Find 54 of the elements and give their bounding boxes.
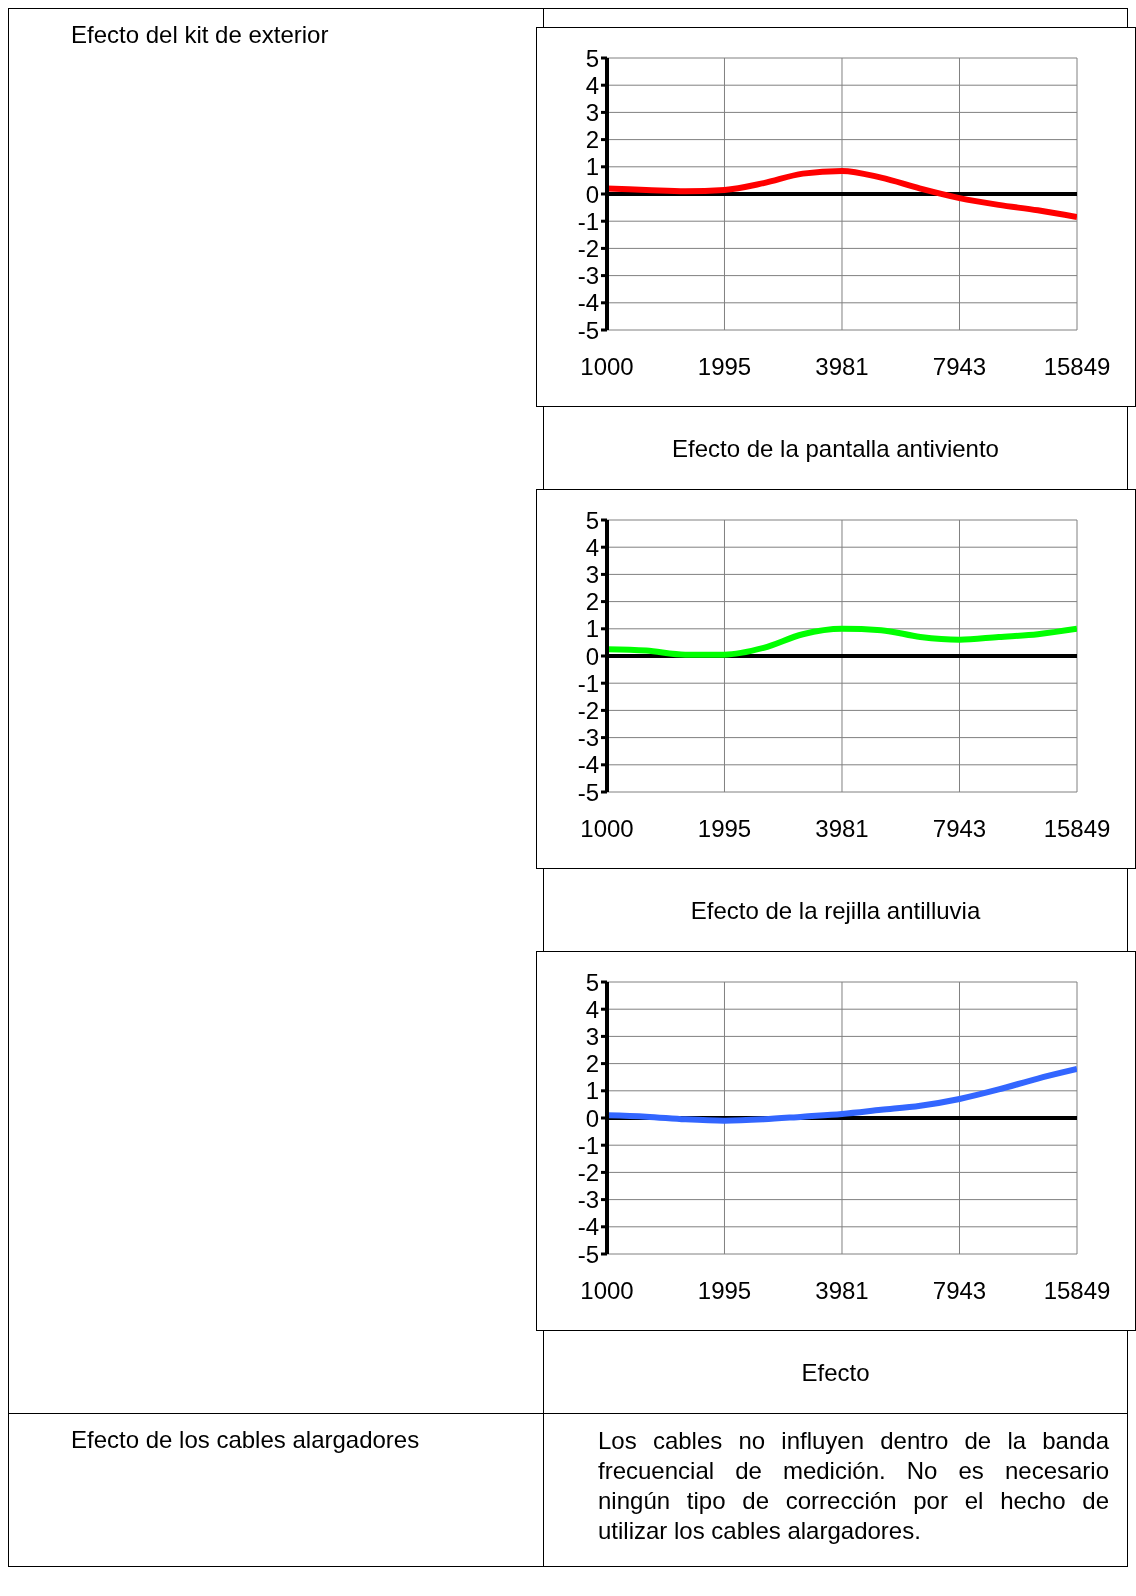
y-tick-label: 5 [585,44,599,72]
y-tick-label: 0 [585,642,599,670]
x-tick-label: 15849 [1043,815,1110,843]
y-tick-label: 1 [585,153,599,181]
text: Efecto de los cables alargadores [71,1426,421,1454]
y-tick-label: -4 [577,289,599,317]
y-tick-label: -2 [577,1158,599,1186]
y-tick-label: 3 [585,560,599,588]
y-tick-label: -3 [577,1186,599,1214]
y-tick-label: -2 [577,234,599,262]
x-tick-label: 7943 [932,815,986,843]
y-tick-label: -4 [577,1213,599,1241]
y-tick-label: 4 [585,995,599,1023]
y-tick-label: -5 [577,778,599,806]
text: Efecto de la pantalla antiviento [672,435,999,463]
y-tick-label: 1 [585,615,599,643]
y-tick-label: -4 [577,751,599,779]
y-tick-label: 2 [585,588,599,616]
y-tick-label: 4 [585,533,599,561]
y-tick-label: 3 [585,1022,599,1050]
x-tick-label: 15849 [1043,353,1110,381]
x-tick-label: 1000 [579,815,634,843]
x-tick-label: 1000 [579,1277,634,1305]
x-tick-label: 1995 [697,353,751,381]
x-tick-label: 3981 [814,1277,869,1305]
y-tick-label: 5 [585,968,599,996]
x-tick-label: 7943 [932,353,986,381]
y-tick-label: -3 [577,724,599,752]
y-tick-label: 2 [585,126,599,154]
x-tick-label: 7943 [932,1277,986,1305]
y-tick-label: -2 [577,696,599,724]
text: Efecto del kit de exterior [71,21,330,49]
x-tick-label: 1000 [579,353,634,381]
y-tick-label: 1 [585,1077,599,1105]
x-tick-label: 3981 [814,353,869,381]
text: Los cables no influyen dentro de la banda frecuencial de medición. No es necesario ningún tipo de corrección por el hecho de utilizar los cables alargadores. [598,1426,1109,1546]
y-tick-label: -3 [577,262,599,290]
x-tick-label: 3981 [814,815,869,843]
x-tick-label: 1995 [697,1277,751,1305]
x-tick-label: 1995 [697,815,751,843]
y-tick-label: 5 [585,506,599,534]
text: Efecto [801,1359,870,1387]
y-tick-label: 3 [585,98,599,126]
y-tick-label: -5 [577,1240,599,1268]
y-tick-label: -1 [577,1131,599,1159]
y-tick-label: 0 [585,180,599,208]
y-tick-label: -1 [577,207,599,235]
y-tick-label: -1 [577,669,599,697]
x-tick-label: 15849 [1043,1277,1110,1305]
text: Efecto de la rejilla antilluvia [690,897,981,925]
y-tick-label: 4 [585,71,599,99]
y-tick-label: -5 [577,316,599,344]
y-tick-label: 0 [585,1104,599,1132]
y-tick-label: 2 [585,1050,599,1078]
